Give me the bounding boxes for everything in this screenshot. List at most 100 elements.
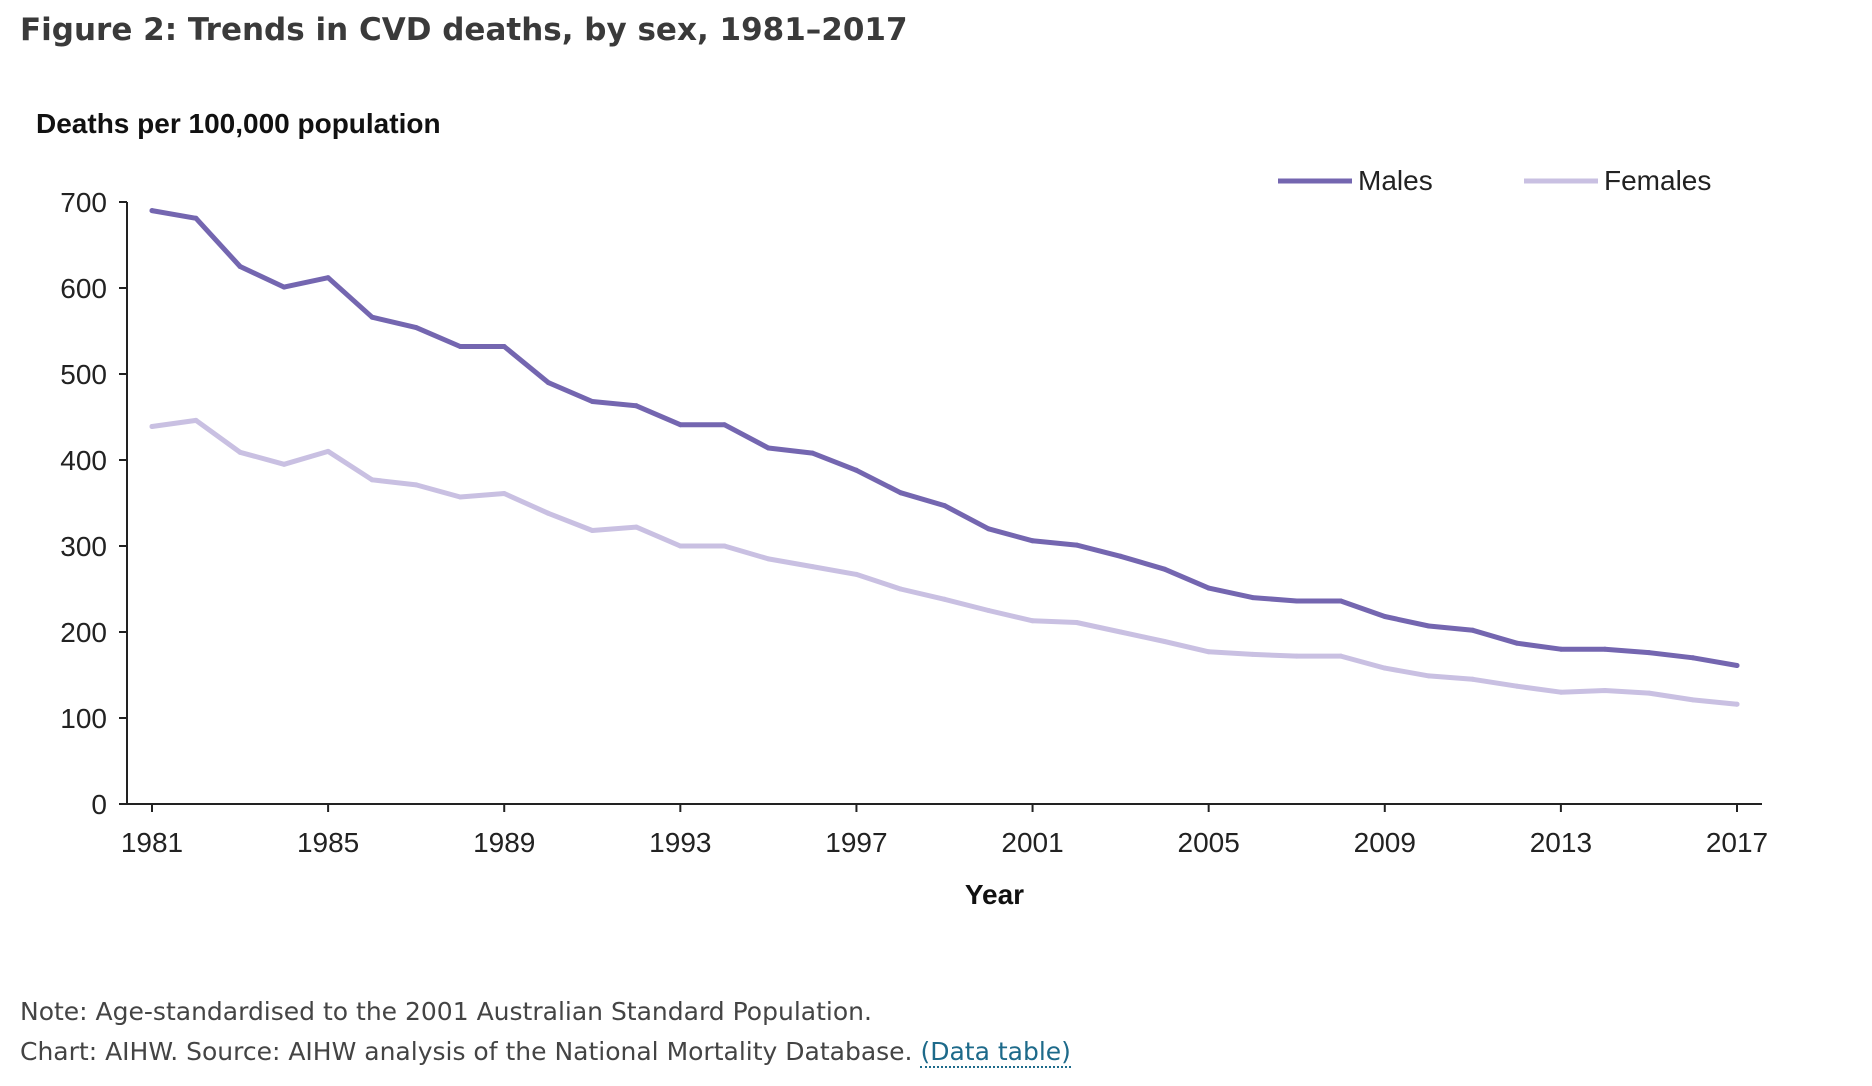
data-point-males <box>1602 646 1608 652</box>
data-point-males <box>765 445 771 451</box>
data-point-males <box>986 526 991 532</box>
data-point-females <box>1602 688 1608 693</box>
data-point-males <box>1690 655 1696 661</box>
series-line-females <box>149 417 1740 707</box>
data-point-males <box>1426 623 1432 629</box>
data-point-females <box>325 448 331 454</box>
data-point-females <box>986 608 991 613</box>
data-point-males <box>413 325 419 331</box>
data-point-males <box>369 314 375 320</box>
data-point-males <box>1338 598 1344 604</box>
data-point-males <box>853 467 859 473</box>
data-point-males <box>1514 640 1520 646</box>
data-table-link[interactable]: (Data table) <box>920 1037 1071 1068</box>
data-point-females <box>413 482 419 488</box>
data-point-females <box>1470 676 1476 682</box>
data-point-females <box>1250 651 1256 657</box>
data-point-males <box>1294 598 1300 604</box>
data-point-females <box>149 424 155 429</box>
data-point-females <box>898 586 903 592</box>
data-point-males <box>545 380 551 386</box>
data-point-females <box>369 477 375 483</box>
data-point-males <box>1206 585 1212 591</box>
data-point-males <box>237 264 243 269</box>
x-tick-label: 1985 <box>297 827 359 858</box>
data-point-females <box>677 543 683 549</box>
data-point-females <box>1294 653 1300 659</box>
y-tick-label: 300 <box>60 531 107 562</box>
y-axis-title: Deaths per 100,000 population <box>36 108 441 139</box>
data-point-males <box>633 403 639 409</box>
data-point-males <box>677 422 683 428</box>
data-point-females <box>1690 697 1696 703</box>
data-point-males <box>1030 538 1036 544</box>
x-tick-label: 1989 <box>473 827 535 858</box>
data-point-females <box>1734 701 1740 707</box>
x-tick-label: 2001 <box>1001 827 1063 858</box>
data-point-females <box>193 417 199 423</box>
data-point-females <box>545 510 551 516</box>
data-point-males <box>1118 553 1124 559</box>
data-point-females <box>1338 653 1344 659</box>
data-point-males <box>1734 663 1740 668</box>
data-point-males <box>193 215 199 221</box>
x-tick-label: 2005 <box>1178 827 1240 858</box>
note-text: Note: Age-standardised to the 2001 Austr… <box>20 997 872 1026</box>
data-point-females <box>1162 639 1168 644</box>
x-tick-label: 2013 <box>1530 827 1592 858</box>
data-point-females <box>237 449 243 455</box>
line-chart: Deaths per 100,000 population 0 100 200 300… <box>36 108 1768 910</box>
data-point-females <box>633 524 639 530</box>
x-tick-label: 2017 <box>1706 827 1768 858</box>
data-point-females <box>1514 683 1520 689</box>
data-point-males <box>281 284 287 290</box>
data-point-females <box>1074 620 1080 625</box>
data-point-males <box>501 344 507 349</box>
data-point-females <box>1646 690 1652 696</box>
data-point-females <box>942 596 947 602</box>
y-tick-label: 700 <box>60 187 107 218</box>
data-point-males <box>325 275 331 281</box>
data-point-males <box>809 450 815 456</box>
source-text: Chart: AIHW. Source: AIHW analysis of th… <box>20 1032 1071 1072</box>
data-point-males <box>1646 650 1652 656</box>
y-tick-label: 100 <box>60 703 107 734</box>
data-point-males <box>1074 542 1080 548</box>
data-point-females <box>1118 629 1124 635</box>
data-point-males <box>1382 614 1388 619</box>
data-point-females <box>1558 689 1564 695</box>
y-tick-label: 200 <box>60 617 107 648</box>
y-tick-label: 500 <box>60 359 107 390</box>
data-point-males <box>1558 646 1564 652</box>
data-point-males <box>149 208 155 214</box>
data-point-females <box>721 543 727 549</box>
data-point-females <box>1206 649 1212 655</box>
data-point-males <box>898 490 903 496</box>
data-point-males <box>1470 627 1476 633</box>
data-point-females <box>281 461 287 467</box>
source-label: Chart: AIHW. Source: AIHW analysis of th… <box>20 1037 913 1066</box>
data-point-females <box>765 556 771 562</box>
data-point-males <box>589 399 595 404</box>
y-tick-label: 0 <box>91 789 107 820</box>
data-point-females <box>1030 618 1036 624</box>
legend-label-females: Females <box>1604 165 1711 196</box>
data-point-males <box>942 503 947 509</box>
data-point-females <box>1426 673 1432 679</box>
y-tick-label: 600 <box>60 273 107 304</box>
x-axis-title: Year <box>965 879 1024 910</box>
data-point-males <box>457 344 463 349</box>
data-point-females <box>809 564 815 570</box>
x-tick-label: 1997 <box>825 827 887 858</box>
y-tick-label: 400 <box>60 445 107 476</box>
x-tick-label: 1993 <box>649 827 711 858</box>
data-point-males <box>1250 595 1256 601</box>
x-tick-label: 2009 <box>1354 827 1416 858</box>
data-point-males <box>1162 566 1168 572</box>
legend-label-males: Males <box>1358 165 1433 196</box>
chart-notes: Note: Age-standardised to the 2001 Austr… <box>20 992 1071 1072</box>
data-point-females <box>589 528 595 533</box>
data-point-females <box>1382 665 1388 671</box>
data-point-males <box>721 422 727 428</box>
figure-title: Figure 2: Trends in CVD deaths, by sex, … <box>20 12 908 48</box>
